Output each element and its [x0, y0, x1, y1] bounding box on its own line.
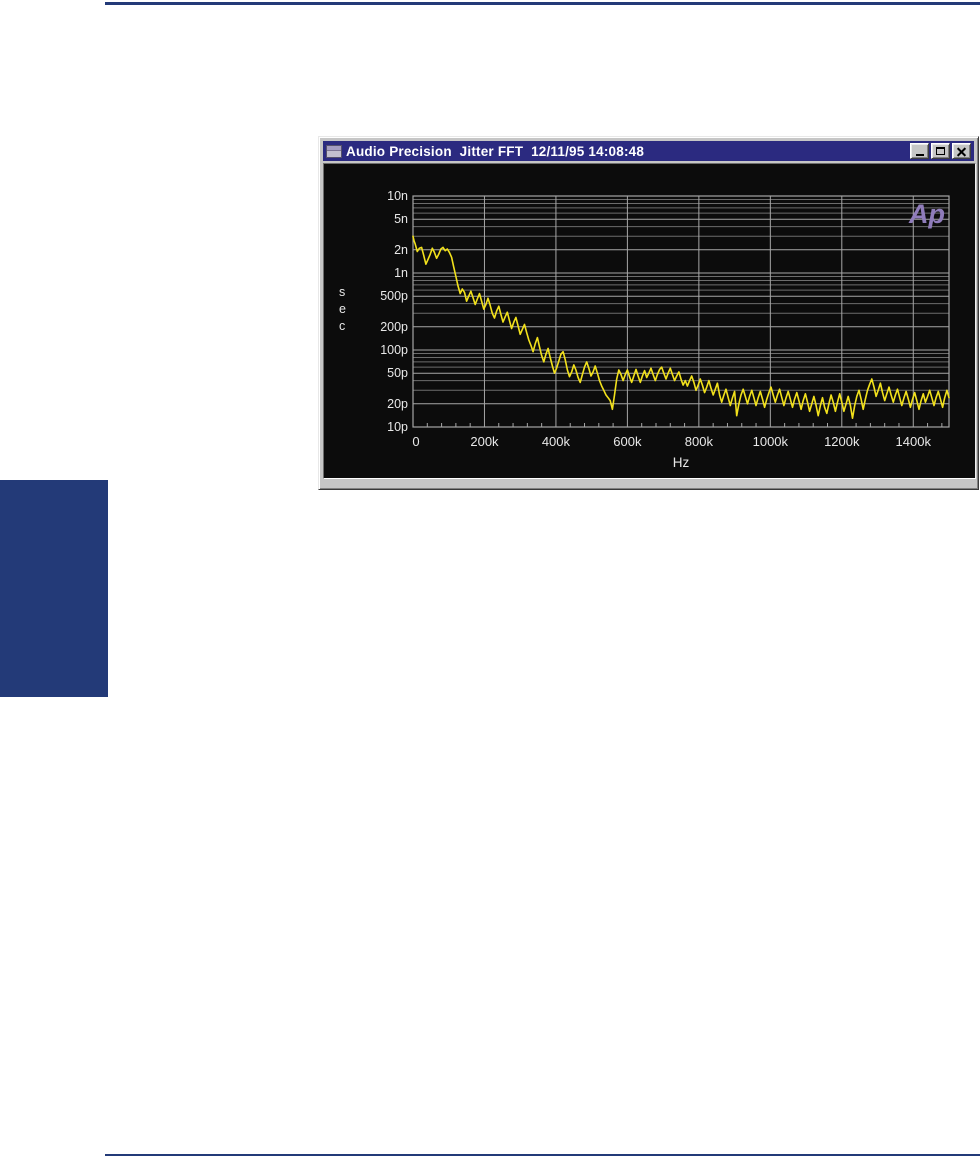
y-tick-label: 1n: [394, 266, 408, 280]
x-tick-label: 1200k: [824, 434, 860, 449]
x-tick-label: 0: [412, 434, 419, 449]
x-tick-label: 400k: [542, 434, 571, 449]
maximize-button[interactable]: [931, 143, 950, 159]
maximize-icon: [936, 147, 945, 155]
window-controls: [910, 143, 971, 159]
x-axis-label: Hz: [673, 455, 690, 470]
x-tick-label: 600k: [613, 434, 642, 449]
chapter-tab-block: [0, 480, 108, 697]
jitter-fft-chart: 10n 5n 2n 1n 500p 200p 100p 50p 20p 10p 0 200k 400k 6…: [323, 163, 976, 479]
x-tick-label: 200k: [470, 434, 499, 449]
close-button[interactable]: [952, 143, 971, 159]
x-tick-label: 1000k: [753, 434, 789, 449]
minimize-button[interactable]: [910, 143, 929, 159]
y-axis-label-char: e: [339, 302, 346, 316]
system-menu-icon[interactable]: [326, 144, 342, 158]
plot-border: [412, 195, 950, 428]
y-tick-label: 100p: [380, 343, 408, 357]
close-icon: [957, 147, 966, 156]
y-tick-label: 500p: [380, 289, 408, 303]
y-tick-label: 2n: [394, 243, 408, 257]
page-top-rule: [105, 2, 980, 5]
y-tick-label: 10p: [387, 420, 408, 434]
y-tick-label: 200p: [380, 320, 408, 334]
window-title: Audio Precision Jitter FFT 12/11/95 14:0…: [346, 143, 645, 159]
x-tick-label: 1400k: [896, 434, 932, 449]
jitter-trace: [412, 235, 950, 419]
minimize-icon: [915, 154, 924, 156]
window-titlebar[interactable]: Audio Precision Jitter FFT 12/11/95 14:0…: [323, 141, 974, 161]
y-tick-label: 50p: [387, 366, 408, 380]
y-tick-label: 5n: [394, 212, 408, 226]
y-tick-label: 20p: [387, 397, 408, 411]
page-bottom-rule: [105, 1154, 980, 1156]
y-axis-label-char: c: [339, 319, 345, 333]
y-tick-label: 10n: [387, 189, 408, 203]
audio-precision-window: Audio Precision Jitter FFT 12/11/95 14:0…: [318, 136, 979, 490]
x-tick-label: 800k: [685, 434, 714, 449]
y-axis-label-char: s: [339, 285, 345, 299]
jitter-chart-svg: 10n 5n 2n 1n 500p 200p 100p 50p 20p 10p 0 200k 400k 6…: [324, 164, 975, 478]
ap-logo: Ap: [908, 199, 945, 229]
